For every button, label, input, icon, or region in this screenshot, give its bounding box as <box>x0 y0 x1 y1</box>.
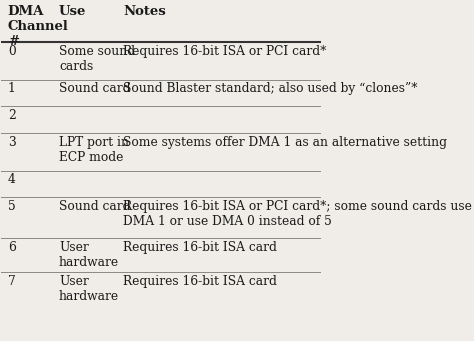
Text: Requires 16-bit ISA card: Requires 16-bit ISA card <box>123 241 277 254</box>
Text: 3: 3 <box>8 136 16 149</box>
Text: LPT port in
ECP mode: LPT port in ECP mode <box>59 136 129 164</box>
Text: 5: 5 <box>8 200 16 213</box>
Text: User
hardware: User hardware <box>59 241 119 269</box>
Text: Requires 16-bit ISA or PCI card*; some sound cards use only
DMA 1 or use DMA 0 i: Requires 16-bit ISA or PCI card*; some s… <box>123 200 474 228</box>
Text: Sound Blaster standard; also used by “clones”*: Sound Blaster standard; also used by “cl… <box>123 83 418 95</box>
Text: Sound card: Sound card <box>59 200 130 213</box>
Text: Requires 16-bit ISA card: Requires 16-bit ISA card <box>123 275 277 288</box>
Text: Some systems offer DMA 1 as an alternative setting: Some systems offer DMA 1 as an alternati… <box>123 136 447 149</box>
Text: 4: 4 <box>8 173 16 186</box>
Text: Use: Use <box>59 5 86 18</box>
Text: Sound card: Sound card <box>59 83 130 95</box>
Text: 0: 0 <box>8 45 16 58</box>
Text: User
hardware: User hardware <box>59 275 119 303</box>
Text: 1: 1 <box>8 83 16 95</box>
Text: 7: 7 <box>8 275 16 288</box>
Text: 6: 6 <box>8 241 16 254</box>
Text: 2: 2 <box>8 109 16 122</box>
Text: Some sound
cards: Some sound cards <box>59 45 135 73</box>
Text: Requires 16-bit ISA or PCI card*: Requires 16-bit ISA or PCI card* <box>123 45 327 58</box>
Text: Notes: Notes <box>123 5 166 18</box>
Text: DMA
Channel
#: DMA Channel # <box>8 5 69 48</box>
